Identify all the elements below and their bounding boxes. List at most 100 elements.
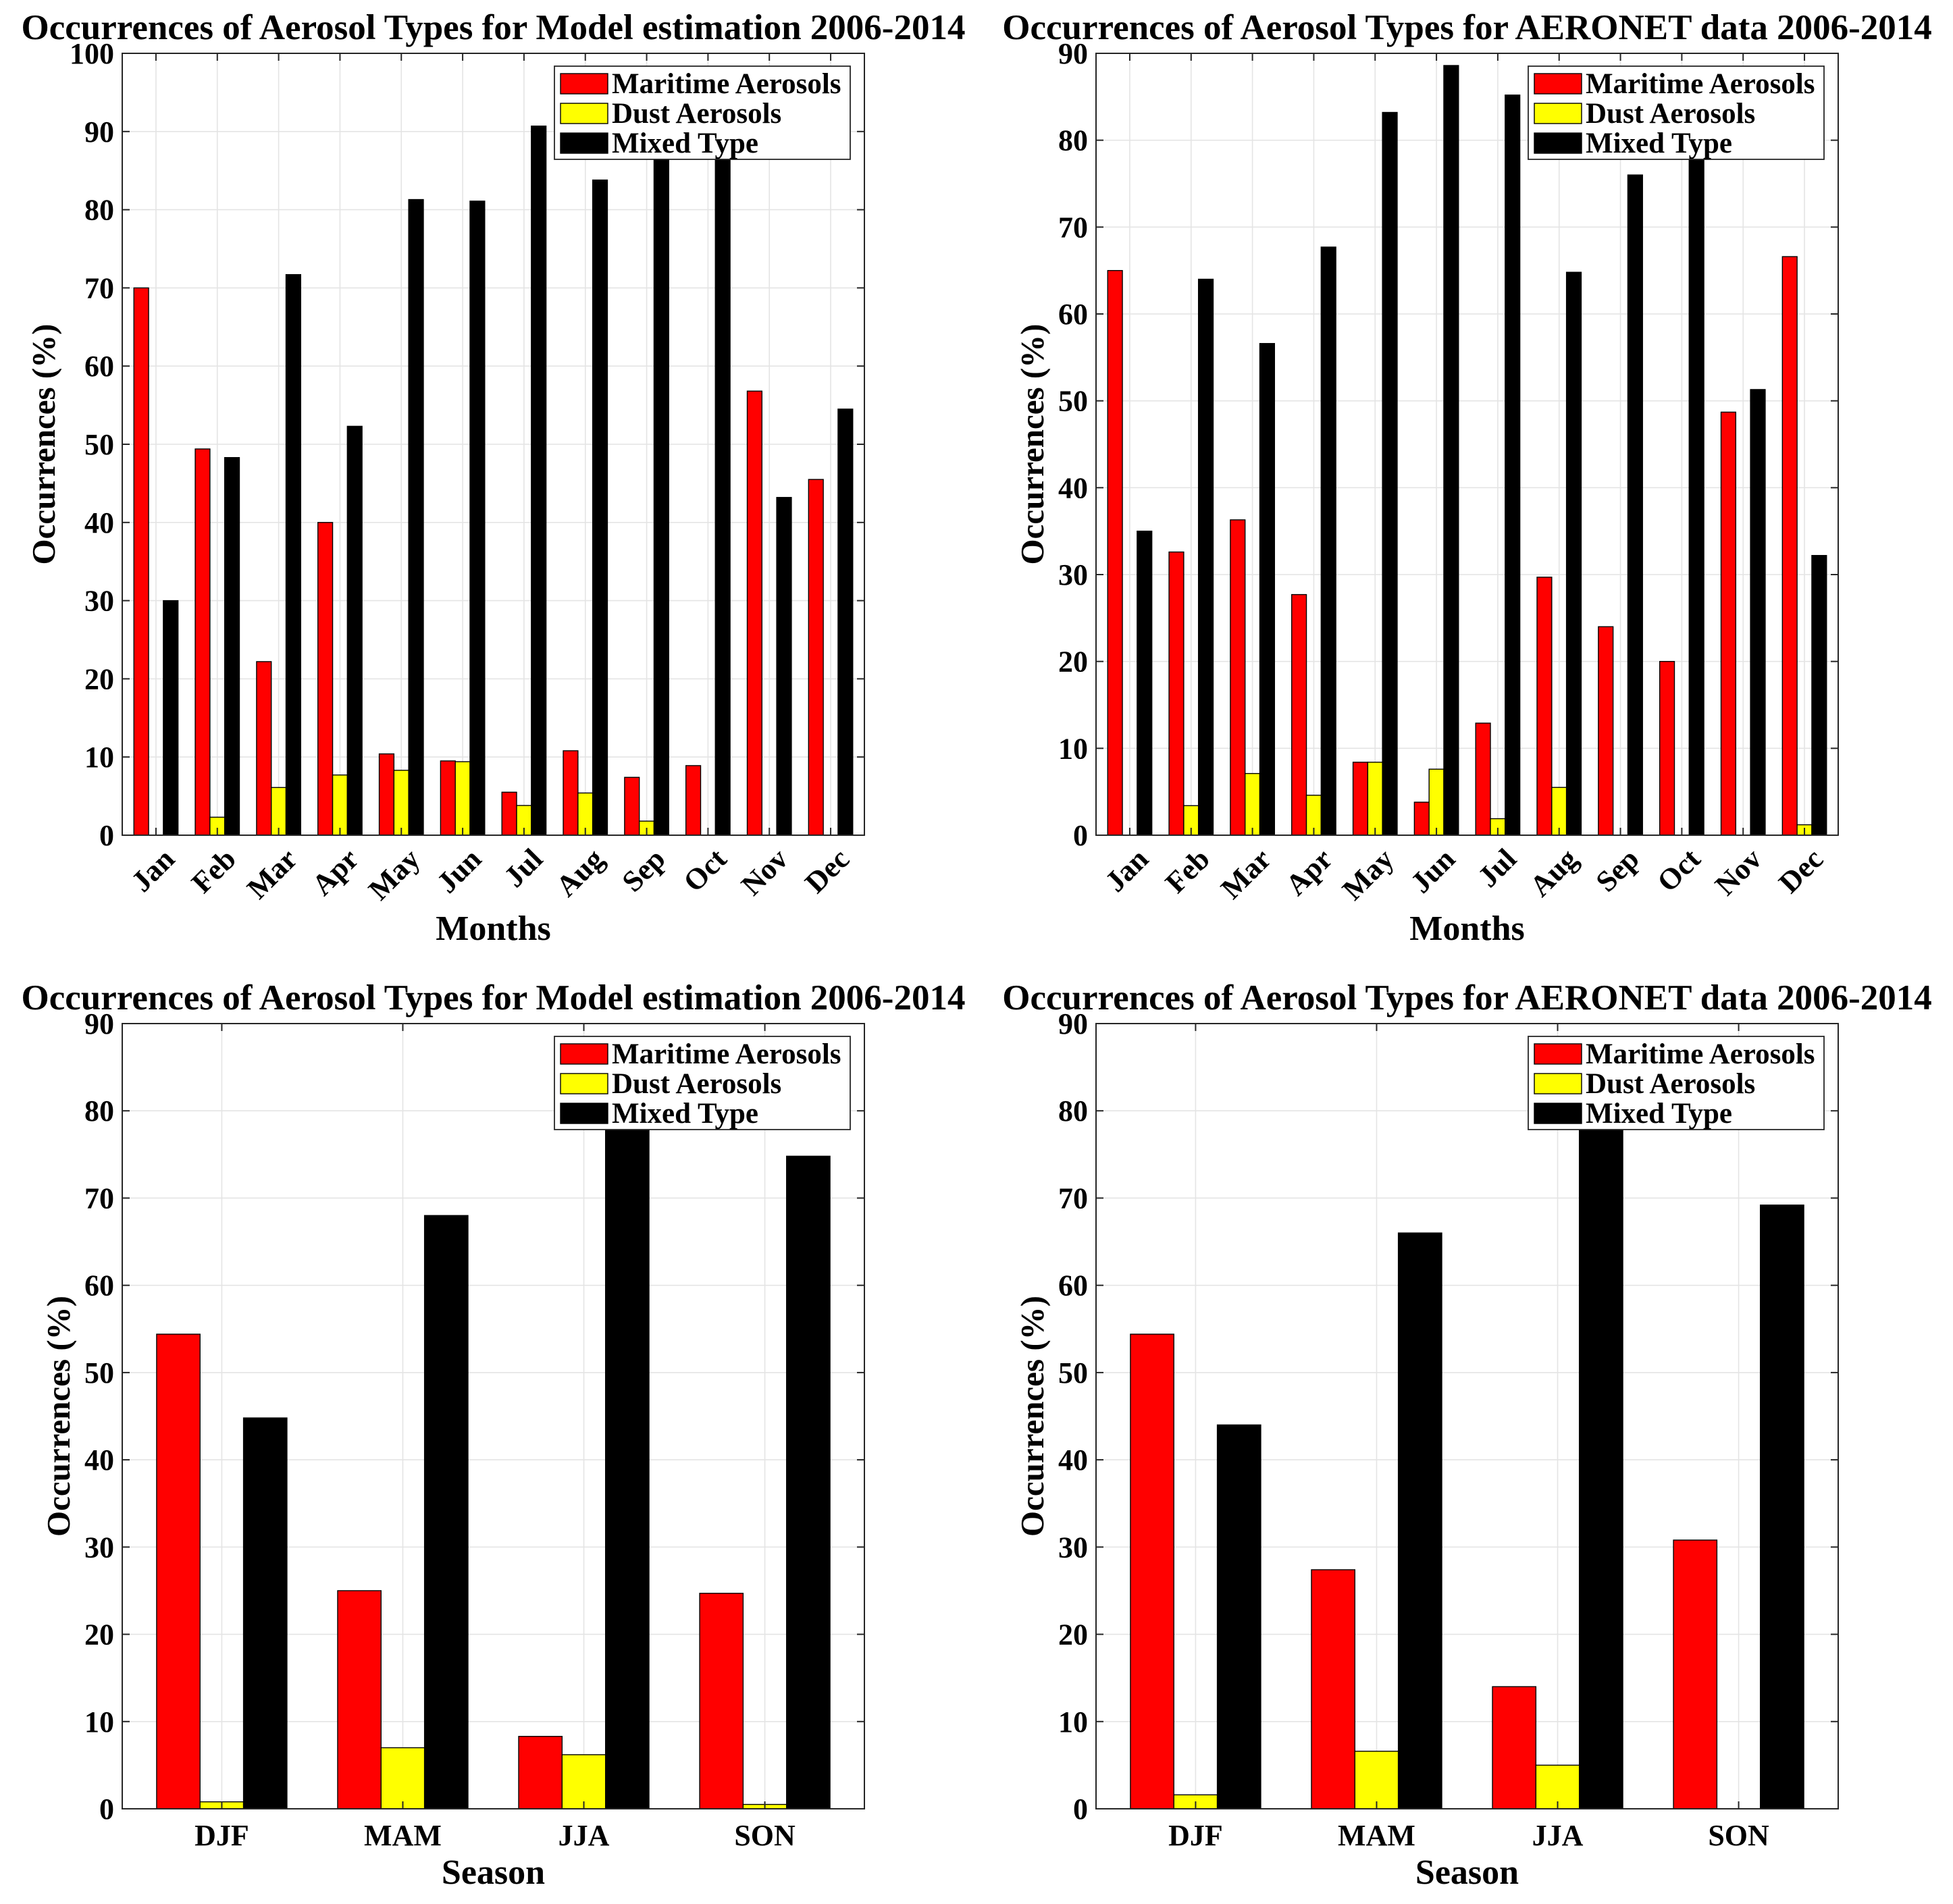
bar-maritime-aerosols-mar [256, 661, 272, 836]
x-tick-label: SON [734, 1819, 796, 1852]
bar-maritime-aerosols-apr [317, 522, 334, 836]
bar-mixed-type-jja [1578, 1101, 1623, 1809]
y-tick-label: 80 [84, 194, 114, 227]
bar-maritime-aerosols-son [699, 1593, 744, 1809]
bar-maritime-aerosols-feb [194, 448, 211, 836]
y-tick-label: 20 [1058, 1618, 1088, 1651]
y-tick-label: 10 [84, 741, 114, 774]
y-tick-label: 90 [84, 115, 114, 149]
y-tick-label: 30 [1058, 1531, 1088, 1564]
x-axis-label: Season [1415, 1853, 1519, 1892]
bar-dust-aerosols-mam [1354, 1751, 1399, 1809]
bar-mixed-type-sep [653, 124, 669, 836]
bar-dust-aerosols-apr [332, 774, 348, 836]
bar-maritime-aerosols-jul [501, 791, 517, 836]
bar-maritime-aerosols-jja [518, 1736, 563, 1809]
y-tick-label: 10 [1058, 732, 1088, 765]
bar-maritime-aerosols-aug [1536, 577, 1553, 836]
y-tick-label: 100 [70, 37, 114, 70]
chart-title: Occurrences of Aerosol Types for AERONET… [1002, 8, 1932, 47]
bar-maritime-aerosols-mam [337, 1590, 382, 1809]
axes-frame [1095, 1023, 1839, 1809]
x-tick-label: Jan [1099, 842, 1155, 898]
chart-title: Occurrences of Aerosol Types for Model e… [22, 978, 966, 1017]
bar-mixed-type-jul [531, 125, 547, 836]
y-tick-label: 0 [1073, 819, 1088, 852]
legend-swatch-maritime-aerosols [560, 73, 608, 95]
x-tick-label: Nov [1709, 842, 1768, 901]
bar-mixed-type-aug [1565, 271, 1582, 836]
y-tick-label: 60 [1058, 298, 1088, 331]
y-tick-label: 10 [1058, 1705, 1088, 1739]
bar-mixed-type-oct [714, 122, 731, 836]
legend-swatch-mixed-type [1534, 1103, 1582, 1124]
bar-maritime-aerosols-djf [156, 1333, 201, 1809]
bar-mixed-type-son [1760, 1205, 1804, 1809]
x-tick-label: Dec [1772, 842, 1829, 899]
y-axis-label: Occurrences (%) [25, 324, 62, 565]
bar-mixed-type-apr [1320, 246, 1336, 836]
bar-dust-aerosols-mar [1245, 772, 1261, 836]
y-tick-label: 70 [1058, 1182, 1088, 1215]
bar-mixed-type-jan [1137, 530, 1153, 836]
bar-dust-aerosols-mam [380, 1747, 425, 1809]
y-tick-label: 10 [84, 1705, 114, 1739]
x-tick-label: DJF [194, 1819, 249, 1852]
bar-mixed-type-nov [776, 497, 792, 836]
bar-maritime-aerosols-may [378, 753, 395, 836]
bar-maritime-aerosols-jan [133, 287, 149, 836]
bar-mixed-type-sep [1627, 174, 1643, 836]
legend-label-dust-aerosols: Dust Aerosols [612, 98, 781, 130]
x-axis-label: Months [436, 909, 550, 948]
x-tick-label: MAM [1338, 1819, 1415, 1852]
bar-maritime-aerosols-jan [1107, 269, 1123, 836]
bar-mixed-type-dec [837, 408, 854, 836]
bar-maritime-aerosols-dec [808, 479, 824, 836]
bar-maritime-aerosols-djf [1130, 1333, 1174, 1809]
x-tick-label: May [362, 842, 426, 906]
chart-title: Occurrences of Aerosol Types for Model e… [22, 8, 966, 47]
chart-bottom-right: 0 10 20 30 40 50 60 70 80 90 DJF MAM JJA SON Occurrenc… [1002, 978, 1932, 1892]
y-tick-label: 40 [1058, 471, 1088, 504]
x-tick-label: Apr [305, 842, 365, 901]
x-tick-label: Jun [1404, 842, 1461, 899]
y-tick-label: 30 [1058, 558, 1088, 591]
legend-label-mixed-type: Mixed Type [1586, 128, 1732, 159]
x-tick-label: DJF [1168, 1819, 1223, 1852]
legend-swatch-dust-aerosols [1534, 103, 1582, 124]
plot-area [1096, 53, 1838, 835]
bar-mixed-type-feb [224, 456, 240, 836]
x-tick-label: Sep [1590, 842, 1646, 898]
bar-mixed-type-jja [604, 1062, 650, 1809]
legend-label-mixed-type: Mixed Type [612, 128, 758, 159]
y-tick-label: 40 [1058, 1444, 1088, 1477]
x-tick-label: Mar [1214, 842, 1277, 905]
x-tick-label: Mar [240, 842, 303, 905]
legend-swatch-dust-aerosols [560, 103, 608, 124]
y-tick-label: 90 [84, 1007, 114, 1040]
x-tick-label: Aug [550, 842, 610, 903]
legend-label-mixed-type: Mixed Type [612, 1098, 758, 1130]
y-tick-label: 80 [1058, 124, 1088, 157]
legend-label-mixed-type: Mixed Type [1586, 1098, 1732, 1130]
plot-area [122, 1024, 864, 1809]
x-tick-label: Oct [677, 842, 733, 898]
y-tick-label: 70 [1058, 211, 1088, 244]
y-axis-label: Occurrences (%) [1014, 324, 1051, 565]
bar-mixed-type-son [786, 1155, 831, 1809]
y-tick-label: 50 [84, 1356, 114, 1390]
x-tick-label: Jul [498, 842, 549, 893]
legend-swatch-maritime-aerosols [1534, 1043, 1582, 1065]
y-tick-label: 0 [99, 1793, 114, 1826]
bar-maritime-aerosols-mar [1230, 519, 1246, 836]
y-tick-label: 20 [84, 1618, 114, 1651]
y-tick-label: 30 [84, 1531, 114, 1564]
bar-mixed-type-aug [592, 179, 608, 836]
bar-dust-aerosols-jun [454, 761, 471, 836]
bar-maritime-aerosols-may [1352, 762, 1369, 836]
axes-frame [1095, 53, 1839, 836]
